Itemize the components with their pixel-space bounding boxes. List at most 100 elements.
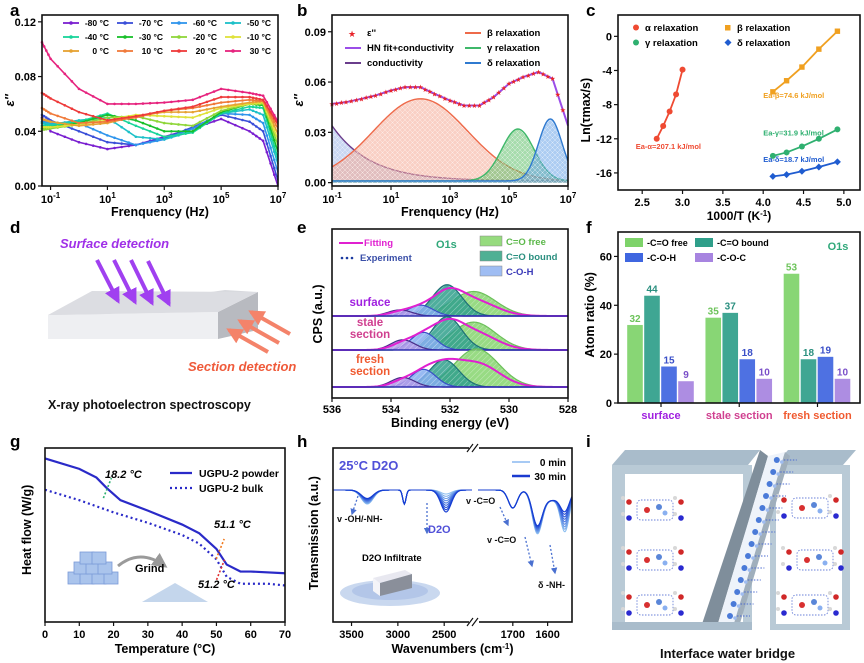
bridge-water-molecule: [745, 553, 751, 559]
hbond-box: [796, 549, 834, 571]
series-point-10: [226, 95, 230, 99]
series-point-11: [255, 93, 258, 96]
hydrogen-atom: [621, 591, 625, 595]
series-point-5: [198, 125, 202, 128]
series-point-2: [269, 146, 272, 149]
series-point-5: [155, 127, 159, 130]
component-hatch-2: [332, 129, 568, 183]
sample-side: [380, 574, 412, 596]
x-tick-label: 60: [245, 629, 257, 641]
series-point-10: [255, 97, 258, 100]
crack-right-wall: [732, 452, 790, 630]
bridge-water-h: [747, 568, 752, 572]
tg-label-1: 51.1 °C: [214, 519, 252, 531]
bar-stale-section-1: [722, 312, 739, 404]
series-point-11: [272, 113, 276, 117]
measured-point: ★: [490, 94, 496, 102]
measured-point: ★: [358, 95, 364, 103]
series-point-4: [234, 108, 237, 112]
legend-swatch-0: [625, 238, 643, 247]
series-point-3: [155, 137, 159, 141]
oxygen-atom: [799, 505, 805, 511]
water-molecule: [816, 554, 822, 560]
chart-g-dsc: Grind 18.2 °C 51.1 °C 51.2 °C 0 10 20 30 40 50 60 7…: [20, 447, 291, 656]
peak-hatch: [332, 284, 568, 316]
measured-point: ★: [368, 93, 374, 101]
series-point-3: [162, 138, 166, 141]
bridge-water-molecule: [770, 469, 777, 475]
series-point-11: [177, 99, 180, 103]
series-point-3: [248, 108, 251, 111]
atom: [626, 610, 632, 616]
hydrogen-atom: [828, 510, 832, 514]
y-axis-label: CPS (a.u.): [311, 284, 325, 343]
hydrogen-atom: [781, 546, 785, 550]
bridge-water-h: [751, 556, 755, 560]
series-point-11: [219, 87, 223, 91]
series-point-9: [255, 99, 258, 102]
series-point-11: [261, 94, 265, 98]
annotation-arrow-4: [549, 544, 558, 575]
series-point-10: [261, 98, 265, 102]
legend-marker-2: [633, 39, 639, 46]
grind-arrow: [117, 552, 168, 568]
oxygen-atom: [644, 602, 650, 608]
panel-d-xps-schematic: Surface detection Section detection X-ra…: [48, 236, 296, 412]
hbond-box: [636, 549, 674, 571]
legend-swatch-1: [695, 238, 713, 247]
panel-label-h: h: [297, 432, 307, 451]
x-tick-label: 528: [559, 404, 577, 416]
tg-label-0: 18.2 °C: [105, 469, 143, 481]
series-point-0: [49, 129, 52, 133]
bridge-water-h: [736, 604, 741, 608]
atom: [626, 594, 632, 600]
series-point-6: [141, 116, 145, 120]
category-label: fresh section: [783, 410, 852, 422]
y-axis-label: Atom ratio (%): [583, 272, 597, 357]
axis-break-mark-bottom: [466, 617, 474, 627]
series-point-1: [226, 115, 230, 118]
y-tick-label: 0: [606, 31, 612, 43]
fit-line-3: [772, 160, 838, 178]
data-point-3: [815, 163, 823, 171]
water-molecule: [662, 510, 668, 516]
legend-label-3: -50 °C: [247, 18, 271, 28]
measured-point: ★: [515, 76, 521, 84]
y-tick-label: 0.00: [305, 178, 326, 190]
atom: [786, 549, 792, 555]
bar-value-label: 53: [786, 263, 798, 274]
data-point-0: [679, 66, 686, 73]
data-point-2: [769, 152, 776, 159]
series-point-1: [269, 154, 272, 158]
bar-value-label: 15: [663, 355, 675, 366]
measured-point: ★: [525, 72, 531, 80]
data-point-1: [834, 28, 841, 34]
series-point-4: [184, 132, 187, 135]
oxygen-atom: [644, 557, 650, 563]
data-point-0: [673, 91, 680, 98]
legend-label-3: β relaxation: [487, 28, 541, 39]
legend-0min: 0 min: [540, 458, 566, 469]
hydrogen-atom: [621, 607, 625, 611]
x-tick-label: 10: [73, 629, 85, 641]
series-point-11: [170, 100, 173, 104]
series-point-8: [170, 110, 173, 114]
legend-label-0: α relaxation: [645, 23, 699, 34]
water-molecule: [811, 502, 817, 508]
bridge-water-molecule: [727, 613, 733, 619]
x-tick-label: 2.5: [635, 197, 650, 209]
series-point-10: [184, 106, 187, 109]
peak-hatch: [332, 348, 568, 387]
measured-point: ★: [393, 86, 399, 94]
series-point-2: [261, 121, 265, 125]
measured-point: ★: [481, 99, 487, 107]
series-point-0: [248, 129, 251, 133]
bar-fresh-section-1: [800, 358, 817, 404]
panel-i-water-bridge-schematic: Interface water bridge: [612, 450, 856, 661]
hydrogen-atom: [621, 562, 625, 566]
bridge-water-h: [765, 508, 770, 512]
series-point-10: [84, 112, 88, 116]
annotation-arrow-2: [499, 506, 509, 527]
x-tick-label: 105: [213, 191, 230, 206]
series-point-11: [84, 91, 88, 94]
